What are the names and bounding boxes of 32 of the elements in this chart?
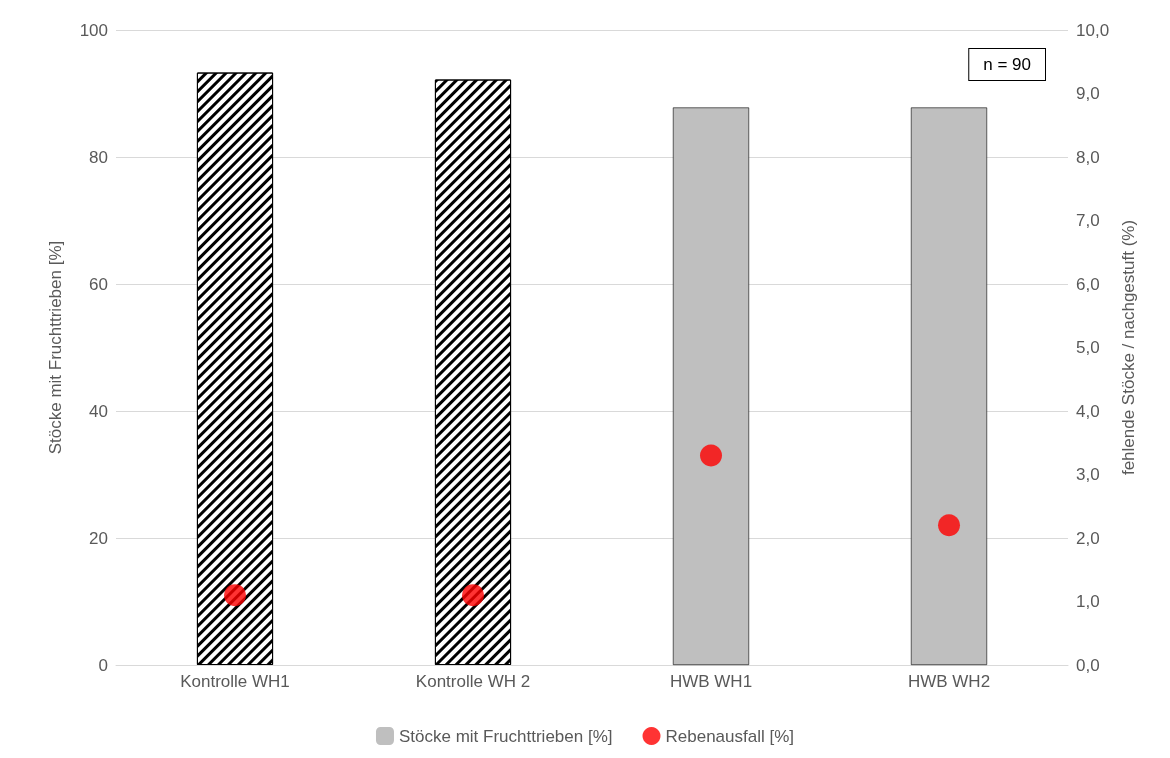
y-axis-title: Stöcke mit Fruchttrieben [%] <box>46 240 65 455</box>
y-tick-label: 100 <box>79 20 108 40</box>
point <box>224 584 246 607</box>
y2-tick-label: 5,0 <box>1076 338 1100 357</box>
y2-tick-label: 9,0 <box>1076 84 1100 103</box>
y-tick-label: 80 <box>89 147 108 167</box>
y2-tick-label: 3,0 <box>1076 465 1100 484</box>
y2-tick-label: 2,0 <box>1076 528 1100 548</box>
x-tick-label: Kontrolle WH 2 <box>415 672 531 691</box>
y-tick-label: 0 <box>98 655 108 675</box>
annotation: n = 90 <box>983 55 1032 74</box>
y2-tick-label: 10,0 <box>1076 20 1110 40</box>
y2-tick-label: 1,0 <box>1076 592 1100 611</box>
y2-tick-label: 7,0 <box>1076 211 1100 230</box>
x-tick-label: HWB WH1 <box>669 672 753 691</box>
y-tick-label: 40 <box>89 401 108 421</box>
bar <box>910 107 988 665</box>
point <box>700 444 722 467</box>
y-tick-label: 60 <box>89 274 108 294</box>
x-tick-label: HWB WH2 <box>907 672 991 691</box>
point <box>938 514 960 537</box>
y2-tick-label: 8,0 <box>1076 147 1100 167</box>
legend-label: Stöcke mit Fruchttrieben [%] <box>398 726 613 746</box>
y2-tick-label: 4,0 <box>1076 401 1100 421</box>
y2-tick-label: 0,0 <box>1076 655 1100 675</box>
legend-label: Rebenausfall [%] <box>665 726 795 746</box>
y2-tick-label: 6,0 <box>1076 274 1100 294</box>
bar <box>672 107 750 665</box>
point <box>462 584 484 607</box>
y2-axis-title: fehlende Stöcke / nachgestuft (%) <box>1119 219 1138 476</box>
x-tick-label: Kontrolle WH1 <box>180 672 290 691</box>
y-tick-label: 20 <box>89 528 108 548</box>
